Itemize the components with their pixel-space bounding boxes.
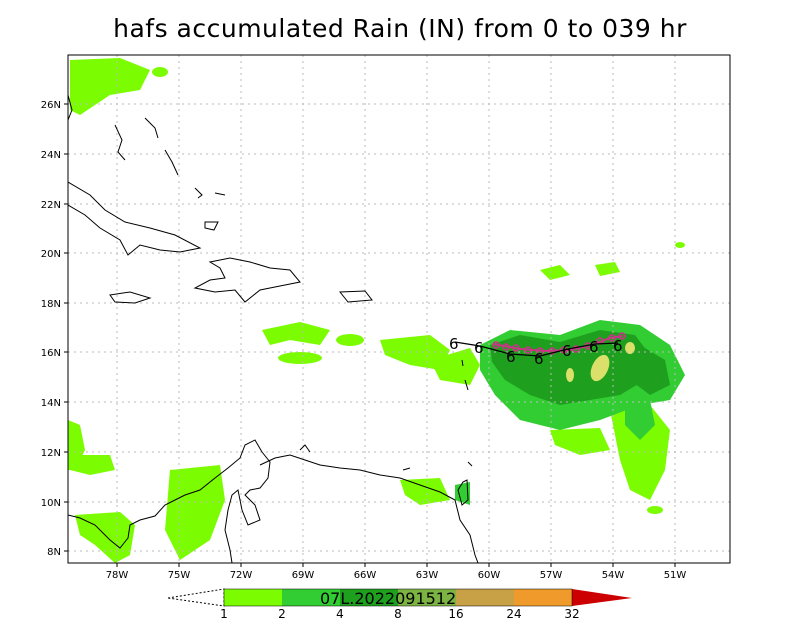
lon-label: 69W xyxy=(292,570,315,581)
lon-label: 60W xyxy=(478,570,501,581)
hurricane-symbol: 6 xyxy=(474,339,484,357)
hurricane-symbol: 6 xyxy=(449,335,459,353)
lat-label: 22N xyxy=(41,200,61,211)
hurricane-symbol: 6 xyxy=(506,348,516,366)
lat-label: 18N xyxy=(41,299,61,310)
colorbar: 07L.2022091512 1 2 4 8 16 24 32 xyxy=(167,588,632,618)
lat-label: 24N xyxy=(41,150,61,161)
lat-label: 20N xyxy=(41,249,61,260)
colorbar-segment xyxy=(398,589,456,606)
colorbar-label: 4 xyxy=(336,607,344,618)
grid-lines xyxy=(68,55,730,563)
coastlines xyxy=(68,94,479,563)
colorbar-segment xyxy=(456,589,514,606)
lon-label: 75W xyxy=(168,570,191,581)
lat-label: 16N xyxy=(41,348,61,359)
lon-label: 72W xyxy=(230,570,253,581)
colorbar-segment xyxy=(340,589,398,606)
forecast-track-line xyxy=(454,341,619,357)
lon-label: 66W xyxy=(354,570,377,581)
lon-label: 78W xyxy=(106,570,129,581)
observed-track-line xyxy=(492,335,624,353)
latitude-labels: 8N 10N 12N 14N 16N 18N 20N 22N 24N 26N xyxy=(41,100,61,558)
colorbar-segment xyxy=(282,589,340,606)
storm-id-stamp: 07L.2022091512 xyxy=(320,589,456,608)
colorbar-segment xyxy=(514,589,572,606)
forecast-track-symbols: 6 6 6 6 6 6 6 xyxy=(449,335,623,368)
hurricane-symbol: 6 xyxy=(613,337,623,355)
storm-tracks: 6 6 6 6 6 6 6 xyxy=(449,332,626,368)
lat-label: 14N xyxy=(41,398,61,409)
colorbar-label: 2 xyxy=(278,607,286,618)
longitude-labels: 78W 75W 72W 69W 66W 63W 60W 57W 54W 51W xyxy=(106,570,687,581)
lon-label: 51W xyxy=(664,570,687,581)
axis-ticks xyxy=(64,103,676,567)
lat-label: 12N xyxy=(41,448,61,459)
hurricane-symbol: 6 xyxy=(562,342,572,360)
colorbar-under-arrow xyxy=(167,588,225,607)
colorbar-label: 1 xyxy=(220,607,228,618)
map-title: hafs accumulated Rain (IN) from 0 to 039… xyxy=(113,14,687,43)
lat-label: 26N xyxy=(41,100,61,111)
plot-frame xyxy=(67,54,731,564)
colorbar-over-arrow xyxy=(572,589,632,606)
lon-label: 57W xyxy=(540,570,563,581)
lon-label: 54W xyxy=(602,570,625,581)
rain-shading xyxy=(68,58,685,563)
observed-track-markers xyxy=(492,332,626,355)
lat-label: 8N xyxy=(47,547,61,558)
hurricane-symbol: 6 xyxy=(534,350,544,368)
colorbar-label: 24 xyxy=(506,607,521,618)
lat-label: 10N xyxy=(41,498,61,509)
colorbar-segment xyxy=(224,589,282,606)
lon-label: 63W xyxy=(416,570,439,581)
hurricane-symbol: 6 xyxy=(589,338,599,356)
colorbar-label: 32 xyxy=(564,607,579,618)
colorbar-label: 16 xyxy=(448,607,463,618)
colorbar-label: 8 xyxy=(394,607,402,618)
